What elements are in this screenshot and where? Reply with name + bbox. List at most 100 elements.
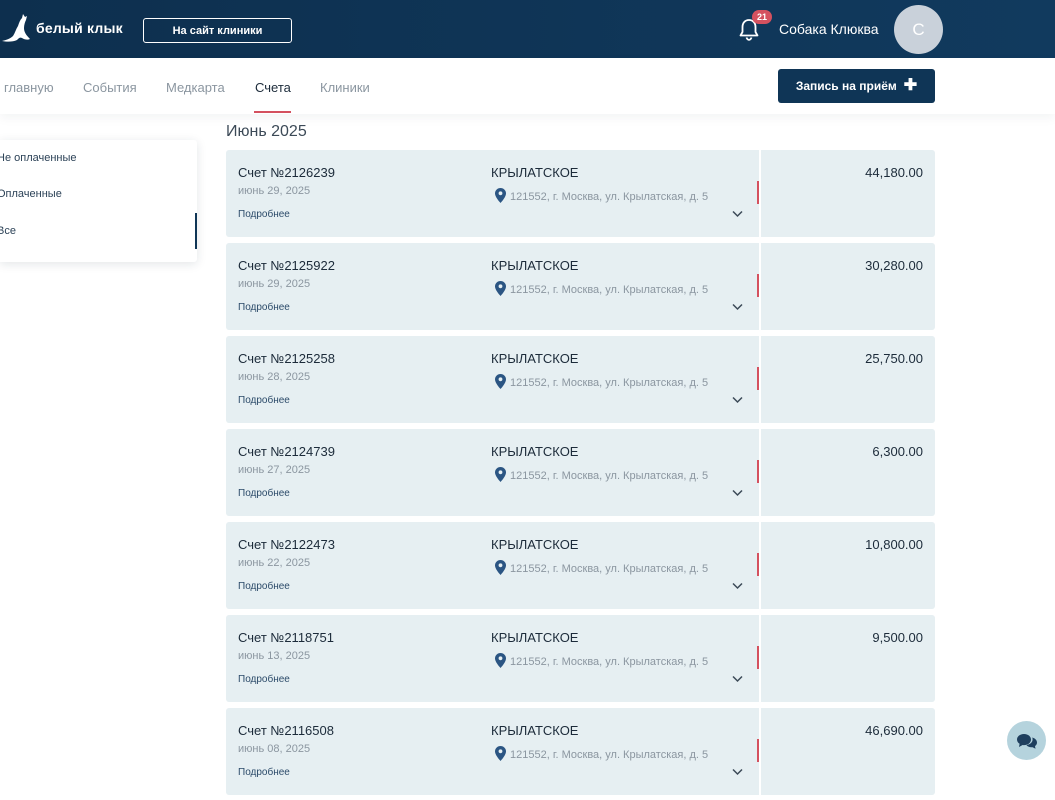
clinic-name: КРЫЛАТСКОЕ [491,630,579,645]
chevron-down-icon[interactable] [732,768,743,776]
bill-details-link[interactable]: Подробнее [238,209,290,220]
status-marker [757,367,759,390]
card-divider [759,336,761,423]
bill-date: июнь 22, 2025 [238,557,311,569]
bill-number: Счет №2118751 [238,630,334,645]
bill-card[interactable]: Счет №2118751 июнь 13, 2025 Подробнее КР… [226,615,935,702]
book-appointment-button[interactable]: Запись на приём ✚ [778,69,935,103]
card-divider [759,243,761,330]
chevron-down-icon[interactable] [732,210,743,218]
status-marker [757,274,759,297]
bill-card[interactable]: Счет №2125922 июнь 29, 2025 Подробнее КР… [226,243,935,330]
bill-details-link[interactable]: Подробнее [238,302,290,313]
bill-number: Счет №2124739 [238,444,335,459]
card-divider [759,429,761,516]
logo-text: белый клык [36,20,123,36]
location-pin-icon [495,560,506,575]
bill-number: Счет №2122473 [238,537,335,552]
bill-date: июнь 28, 2025 [238,371,311,383]
status-marker [757,460,759,483]
location-pin-icon [495,467,506,482]
bill-number: Счет №2125258 [238,351,335,366]
bill-list: Счет №2126239 июнь 29, 2025 Подробнее КР… [226,150,935,800]
clinic-address: 121552, г. Москва, ул. Крылатская, д. 5 [510,191,709,203]
filter-unpaid-label: Не оплаченные [0,152,77,164]
kangaroo-logo-icon [2,14,30,42]
location-pin-icon [495,188,506,203]
bill-amount: 6,300.00 [872,444,923,459]
clinic-address: 121552, г. Москва, ул. Крылатская, д. 5 [510,284,709,296]
clinic-name: КРЫЛАТСКОЕ [491,258,579,273]
card-divider [759,615,761,702]
status-marker [757,553,759,576]
tab-clinics[interactable]: Клиники [320,80,370,95]
bill-amount: 44,180.00 [865,165,923,180]
bill-amount: 10,800.00 [865,537,923,552]
bill-details-link[interactable]: Подробнее [238,767,290,778]
card-divider [759,522,761,609]
location-pin-icon [495,281,506,296]
card-divider [759,150,761,237]
tab-home[interactable]: главную [4,80,54,95]
bill-date: июнь 29, 2025 [238,185,311,197]
bill-card[interactable]: Счет №2116508 июнь 08, 2025 Подробнее КР… [226,708,935,795]
status-marker [757,646,759,669]
avatar[interactable]: С [894,5,943,54]
tab-medcard[interactable]: Медкарта [166,80,225,95]
bill-date: июнь 27, 2025 [238,464,311,476]
clinic-name: КРЫЛАТСКОЕ [491,537,579,552]
tab-events[interactable]: События [83,80,137,95]
clinic-address: 121552, г. Москва, ул. Крылатская, д. 5 [510,749,709,761]
active-tab-underline [254,111,291,113]
status-marker [757,739,759,762]
bill-details-link[interactable]: Подробнее [238,488,290,499]
bill-filter-panel: Не оплаченные Оплаченные Все [0,140,197,262]
filter-unpaid[interactable]: Не оплаченные [0,140,197,176]
notification-badge: 21 [752,10,772,24]
chevron-down-icon[interactable] [732,489,743,497]
filter-all[interactable]: Все [0,213,197,249]
top-header: белый клык На сайт клиники 21 Собака Клю… [0,0,1055,58]
bill-card[interactable]: Счет №2126239 июнь 29, 2025 Подробнее КР… [226,150,935,237]
plus-icon: ✚ [903,77,918,94]
location-pin-icon [495,746,506,761]
card-divider [759,708,761,795]
clinic-address: 121552, г. Москва, ул. Крылатская, д. 5 [510,470,709,482]
bill-card[interactable]: Счет №2125258 июнь 28, 2025 Подробнее КР… [226,336,935,423]
bill-number: Счет №2126239 [238,165,335,180]
bill-details-link[interactable]: Подробнее [238,674,290,685]
clinic-name: КРЫЛАТСКОЕ [491,351,579,366]
book-appointment-label: Запись на приём [795,79,897,93]
chevron-down-icon[interactable] [732,675,743,683]
bill-amount: 46,690.00 [865,723,923,738]
bill-amount: 25,750.00 [865,351,923,366]
logo[interactable]: белый клык [0,8,123,48]
bill-card[interactable]: Счет №2122473 июнь 22, 2025 Подробнее КР… [226,522,935,609]
bill-amount: 9,500.00 [872,630,923,645]
chevron-down-icon[interactable] [732,396,743,404]
bill-date: июнь 08, 2025 [238,743,311,755]
bill-details-link[interactable]: Подробнее [238,395,290,406]
filter-paid[interactable]: Оплаченные [0,176,197,212]
location-pin-icon [495,653,506,668]
clinic-name: КРЫЛАТСКОЕ [491,165,579,180]
tab-bills[interactable]: Счета [255,80,291,95]
location-pin-icon [495,374,506,389]
clinic-site-button[interactable]: На сайт клиники [143,18,292,43]
clinic-address: 121552, г. Москва, ул. Крылатская, д. 5 [510,563,709,575]
chat-button[interactable] [1007,721,1046,760]
clinic-name: КРЫЛАТСКОЕ [491,723,579,738]
filter-all-label: Все [0,225,16,237]
status-marker [757,181,759,204]
main-nav: главную События Медкарта Счета Клиники З… [0,58,1055,114]
month-heading: Июнь 2025 [226,123,307,140]
bill-details-link[interactable]: Подробнее [238,581,290,592]
user-name[interactable]: Собака Клюква [779,21,879,37]
clinic-address: 121552, г. Москва, ул. Крылатская, д. 5 [510,377,709,389]
bill-card[interactable]: Счет №2124739 июнь 27, 2025 Подробнее КР… [226,429,935,516]
bill-amount: 30,280.00 [865,258,923,273]
bill-date: июнь 13, 2025 [238,650,311,662]
chevron-down-icon[interactable] [732,582,743,590]
bill-number: Счет №2116508 [238,723,334,738]
chevron-down-icon[interactable] [732,303,743,311]
